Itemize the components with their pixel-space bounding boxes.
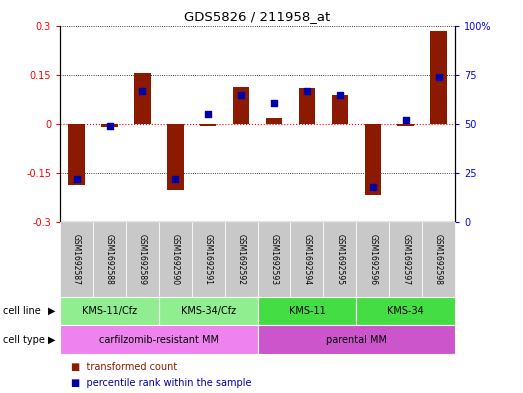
Bar: [101, 124, 118, 127]
Bar: [60, 325, 257, 354]
Bar: [60, 222, 93, 297]
Text: GSM1692597: GSM1692597: [401, 234, 410, 285]
Point: [138, 88, 146, 94]
Bar: [430, 31, 447, 124]
Bar: [257, 325, 455, 354]
Bar: [233, 86, 249, 124]
Bar: [299, 88, 315, 124]
Point: [303, 88, 311, 94]
Text: GSM1692596: GSM1692596: [368, 234, 377, 285]
Point: [435, 74, 443, 80]
Text: KMS-11: KMS-11: [289, 306, 325, 316]
Text: ▶: ▶: [48, 306, 55, 316]
Text: GSM1692594: GSM1692594: [302, 234, 311, 285]
Bar: [290, 222, 323, 297]
Bar: [266, 118, 282, 124]
Bar: [192, 222, 225, 297]
Bar: [389, 222, 422, 297]
Bar: [323, 222, 356, 297]
Bar: [134, 73, 151, 124]
Title: GDS5826 / 211958_at: GDS5826 / 211958_at: [185, 10, 331, 23]
Text: GSM1692598: GSM1692598: [434, 234, 443, 285]
Point: [402, 117, 410, 123]
Bar: [200, 124, 217, 126]
Text: cell type: cell type: [3, 334, 44, 345]
Point: [171, 176, 179, 182]
Bar: [257, 222, 290, 297]
Bar: [332, 95, 348, 124]
Bar: [356, 222, 389, 297]
Bar: [257, 297, 356, 325]
Text: carfilzomib-resistant MM: carfilzomib-resistant MM: [99, 334, 219, 345]
Bar: [422, 222, 455, 297]
Point: [336, 92, 344, 98]
Text: GSM1692591: GSM1692591: [204, 234, 213, 285]
Text: ■  transformed count: ■ transformed count: [71, 362, 177, 372]
Bar: [126, 222, 159, 297]
Point: [369, 184, 377, 190]
Text: KMS-34/Cfz: KMS-34/Cfz: [180, 306, 236, 316]
Text: KMS-11/Cfz: KMS-11/Cfz: [82, 306, 137, 316]
Text: GSM1692593: GSM1692593: [269, 234, 279, 285]
Text: GSM1692595: GSM1692595: [335, 234, 344, 285]
Text: ■  percentile rank within the sample: ■ percentile rank within the sample: [71, 378, 251, 388]
Bar: [159, 297, 257, 325]
Bar: [225, 222, 257, 297]
Bar: [159, 222, 192, 297]
Text: parental MM: parental MM: [326, 334, 387, 345]
Point: [237, 92, 245, 98]
Text: ▶: ▶: [48, 334, 55, 345]
Point: [72, 176, 81, 182]
Point: [270, 99, 278, 106]
Text: KMS-34: KMS-34: [387, 306, 424, 316]
Text: GSM1692589: GSM1692589: [138, 234, 147, 285]
Bar: [69, 124, 85, 185]
Text: GSM1692590: GSM1692590: [171, 234, 180, 285]
Text: GSM1692592: GSM1692592: [236, 234, 246, 285]
Bar: [60, 297, 159, 325]
Point: [204, 111, 212, 118]
Bar: [356, 297, 455, 325]
Text: GSM1692587: GSM1692587: [72, 234, 81, 285]
Point: [105, 123, 113, 129]
Bar: [397, 124, 414, 126]
Text: cell line: cell line: [3, 306, 40, 316]
Bar: [167, 124, 184, 190]
Bar: [93, 222, 126, 297]
Bar: [365, 124, 381, 195]
Text: GSM1692588: GSM1692588: [105, 234, 114, 285]
